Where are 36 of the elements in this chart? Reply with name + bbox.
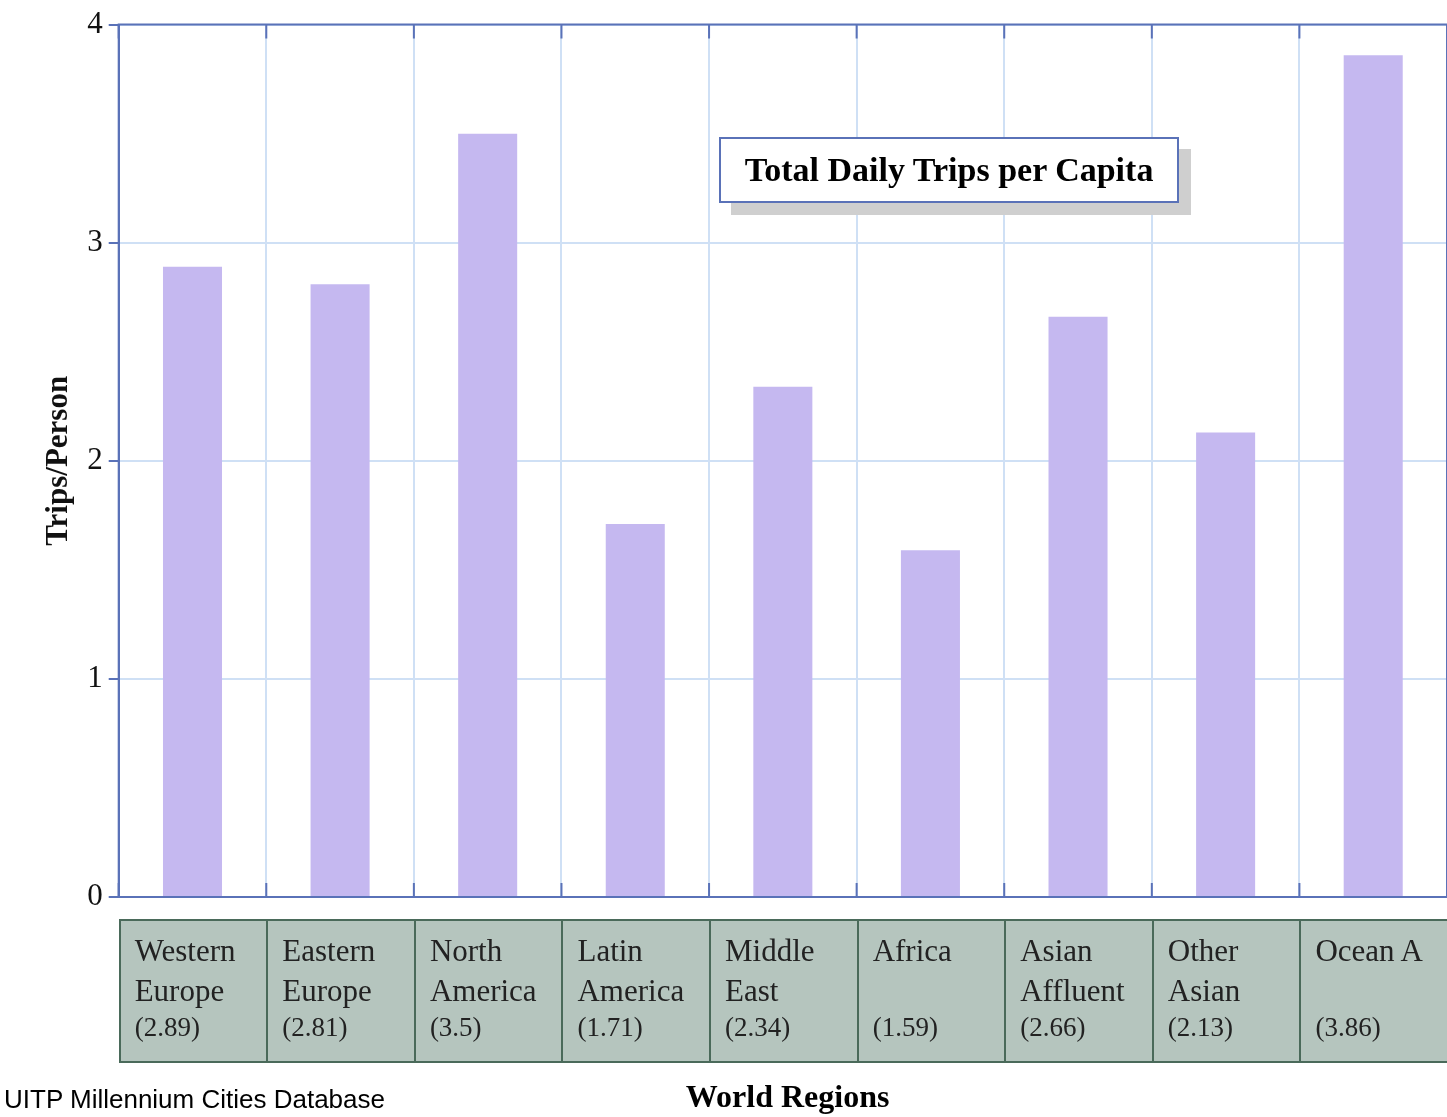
data-label: (1.59) — [872, 1011, 939, 1043]
data-label: (3.86) — [1315, 1011, 1382, 1043]
data-label: (2.34) — [725, 1011, 792, 1043]
bar — [1343, 55, 1403, 896]
bar — [162, 266, 223, 896]
data-label: (2.66) — [1020, 1011, 1087, 1043]
y-tick-label: 0 — [87, 877, 103, 913]
x-tick-label: Asian Affluent — [1020, 932, 1126, 1010]
bar — [310, 284, 370, 896]
text: Total Daily Trips per Capita — [718, 136, 1180, 203]
x-axis-title: World Regions — [685, 1078, 890, 1115]
x-tick-label: North America — [429, 932, 538, 1010]
text: UITP Millennium Cities Database — [4, 1084, 385, 1115]
data-label: (3.5) — [429, 1011, 483, 1043]
data-label: (2.89) — [134, 1011, 201, 1043]
bar — [458, 133, 518, 896]
x-tick-label: Middle East — [725, 932, 816, 1010]
bar — [1196, 432, 1256, 896]
data-label: (2.81) — [282, 1011, 349, 1043]
x-tick-label: Eastern Europe — [282, 932, 377, 1010]
bar — [753, 386, 813, 896]
data-label: (2.13) — [1167, 1011, 1235, 1043]
y-tick-label: 4 — [87, 4, 104, 40]
bar — [1048, 316, 1108, 896]
bar — [605, 524, 665, 896]
x-tick-label: Other Asian — [1167, 932, 1242, 1010]
y-tick-label: 1 — [87, 659, 103, 695]
bar — [900, 550, 960, 896]
y-tick-label: 2 — [87, 440, 103, 476]
data-label: (1.71) — [577, 1011, 644, 1043]
x-tick-label: Ocean A — [1315, 932, 1424, 970]
x-tick-label: Latin America — [577, 932, 686, 1010]
x-tick-label: Africa — [872, 932, 953, 970]
y-axis-title: Trips/Person — [38, 375, 74, 546]
x-tick-label: Western Europe — [134, 932, 237, 1010]
y-tick-label: 3 — [87, 222, 103, 258]
